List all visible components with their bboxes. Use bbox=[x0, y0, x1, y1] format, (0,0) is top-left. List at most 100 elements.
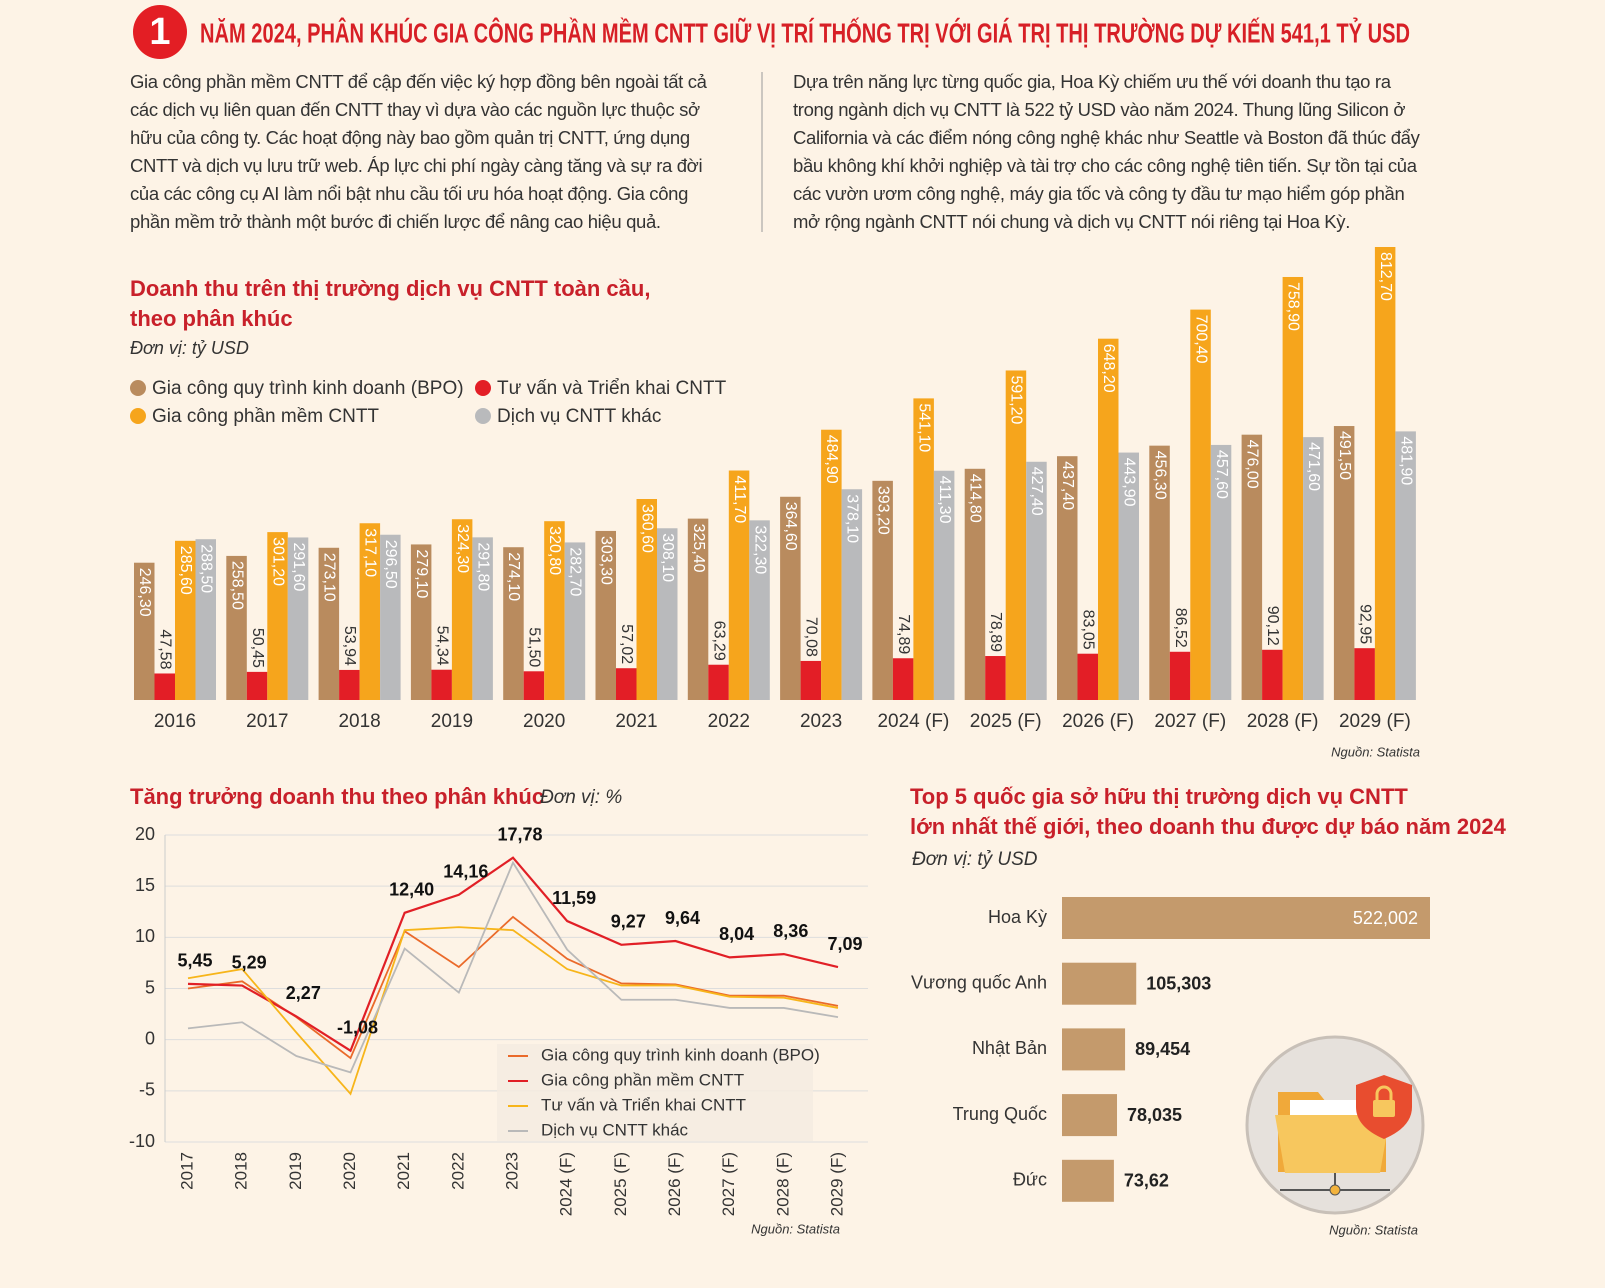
bar bbox=[687, 518, 709, 700]
value-label: 63,29 bbox=[710, 621, 727, 661]
unit-label: Đơn vị: tỷ USD bbox=[130, 338, 249, 358]
x-tick-label: 2024 (F) bbox=[557, 1152, 576, 1216]
value-label: 288,50 bbox=[198, 544, 215, 593]
x-tick-label: 2020 bbox=[340, 1152, 359, 1190]
value-label: 456,30 bbox=[1151, 451, 1168, 500]
bar bbox=[1210, 444, 1232, 700]
value-label: 17,78 bbox=[497, 824, 542, 844]
bar bbox=[892, 658, 914, 700]
value-label: 414,80 bbox=[967, 474, 984, 523]
y-tick-label: Vương quốc Anh bbox=[911, 972, 1047, 992]
source-label: Nguồn: Statista bbox=[1331, 744, 1420, 759]
bar bbox=[657, 528, 678, 700]
value-label: 541,10 bbox=[915, 403, 932, 452]
value-label: 274,10 bbox=[505, 552, 522, 601]
value-label: 8,36 bbox=[773, 921, 808, 941]
y-tick-label: 5 bbox=[145, 977, 155, 997]
value-label: 393,20 bbox=[874, 486, 891, 535]
x-tick-label: 2029 (F) bbox=[1339, 711, 1411, 732]
value-label: 89,454 bbox=[1135, 1039, 1190, 1059]
x-tick-label: 2023 bbox=[800, 711, 842, 732]
value-label: 320,80 bbox=[546, 526, 563, 575]
legend-marker bbox=[475, 408, 491, 424]
y-tick-label: 15 bbox=[135, 875, 155, 895]
value-label: 54,34 bbox=[433, 626, 450, 666]
x-tick-label: 2023 bbox=[502, 1152, 521, 1190]
bar bbox=[195, 539, 216, 700]
bar bbox=[226, 555, 247, 700]
x-tick-label: 2026 (F) bbox=[665, 1152, 684, 1216]
chart-title: lớn nhất thế giới, theo doanh thu được d… bbox=[910, 814, 1507, 839]
legend-label: Gia công phần mềm CNTT bbox=[541, 1070, 744, 1089]
x-tick-label: 2017 bbox=[246, 711, 288, 732]
value-label: 51,50 bbox=[526, 627, 543, 667]
value-label: 296,50 bbox=[382, 540, 399, 589]
bar bbox=[564, 542, 586, 700]
x-tick-label: 2017 bbox=[177, 1152, 196, 1190]
value-label: 360,60 bbox=[639, 504, 656, 553]
value-label: 481,90 bbox=[1397, 436, 1414, 485]
page-title: NĂM 2024, PHÂN KHÚC GIA CÔNG PHẦN MỀM CN… bbox=[200, 16, 1410, 48]
legend-marker bbox=[130, 380, 146, 396]
x-tick-label: 2029 (F) bbox=[827, 1152, 846, 1216]
value-label: 308,10 bbox=[659, 533, 676, 582]
x-tick-label: 2027 (F) bbox=[1154, 711, 1226, 732]
value-label: 78,89 bbox=[987, 612, 1004, 652]
bar bbox=[1374, 247, 1396, 700]
bar bbox=[1282, 276, 1304, 700]
value-label: 11,59 bbox=[552, 888, 596, 908]
value-label: 9,64 bbox=[665, 908, 700, 928]
x-tick-label: 2027 (F) bbox=[719, 1152, 738, 1216]
bar bbox=[1169, 651, 1191, 700]
value-label: 322,30 bbox=[751, 525, 768, 574]
value-label: 317,10 bbox=[362, 528, 379, 577]
value-label: 378,10 bbox=[844, 494, 861, 543]
value-label: 291,60 bbox=[290, 542, 307, 591]
line bbox=[187, 926, 839, 1096]
value-label: 14,16 bbox=[443, 862, 488, 882]
x-tick-label: 2021 bbox=[615, 711, 657, 732]
value-label: 325,40 bbox=[690, 524, 707, 573]
value-label: 74,89 bbox=[895, 614, 912, 654]
bar bbox=[595, 530, 616, 700]
x-tick-label: 2018 bbox=[338, 711, 380, 732]
bar bbox=[339, 669, 360, 700]
security-icon bbox=[1245, 1035, 1425, 1215]
bar bbox=[544, 521, 565, 700]
y-tick-label: -10 bbox=[129, 1131, 155, 1151]
value-label: 411,70 bbox=[731, 476, 748, 524]
value-label: 50,45 bbox=[249, 628, 266, 668]
value-label: 457,60 bbox=[1213, 450, 1230, 499]
chart-title: Top 5 quốc gia sở hữu thị trường dịch vụ… bbox=[910, 784, 1408, 809]
x-tick-label: 2021 bbox=[394, 1152, 413, 1190]
value-label: 8,04 bbox=[719, 924, 754, 944]
value-label: 282,70 bbox=[567, 547, 584, 596]
bar bbox=[913, 398, 934, 700]
value-label: 92,95 bbox=[1356, 604, 1373, 644]
y-tick-label: 10 bbox=[135, 926, 155, 946]
bar bbox=[1057, 456, 1078, 700]
bar bbox=[1118, 452, 1139, 700]
bar bbox=[1241, 434, 1263, 700]
value-label: 471,60 bbox=[1305, 442, 1322, 491]
bar bbox=[636, 499, 657, 700]
legend-label: Dịch vụ CNTT khác bbox=[541, 1120, 689, 1139]
bar bbox=[410, 544, 432, 700]
bar bbox=[1062, 1094, 1118, 1137]
x-tick-label: 2019 bbox=[431, 711, 473, 732]
x-tick-label: 2024 (F) bbox=[877, 711, 949, 732]
legend-marker bbox=[130, 408, 146, 424]
bar bbox=[1333, 426, 1355, 700]
bar bbox=[1062, 1159, 1114, 1202]
value-label: 411,30 bbox=[936, 476, 953, 524]
bar bbox=[708, 664, 729, 700]
bar bbox=[1149, 445, 1170, 700]
source-label: Nguồn: Statista bbox=[751, 1221, 840, 1236]
value-label: 273,10 bbox=[321, 553, 338, 602]
bar bbox=[472, 537, 493, 700]
value-label: 2,27 bbox=[286, 983, 321, 1003]
bar bbox=[800, 660, 822, 700]
bar bbox=[1303, 437, 1324, 700]
legend-label: Dịch vụ CNTT khác bbox=[497, 406, 661, 427]
value-label: 758,90 bbox=[1285, 282, 1302, 331]
